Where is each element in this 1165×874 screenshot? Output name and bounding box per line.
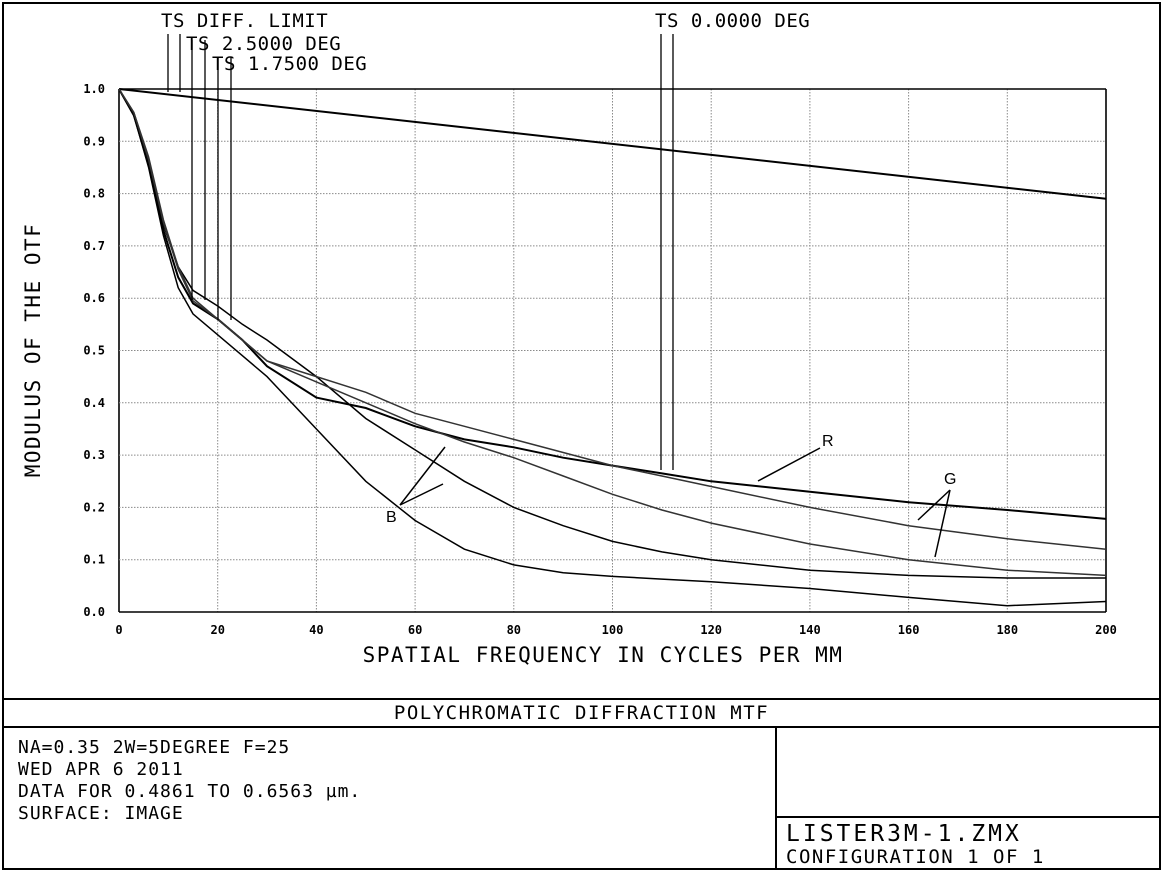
- y-tick-label: 0.0: [83, 605, 105, 619]
- x-tick-label: 140: [799, 623, 821, 637]
- grid: [118, 88, 1107, 613]
- file-name: LISTER3M-1.ZMX: [786, 821, 1022, 847]
- footer-divider-vertical: [775, 728, 777, 870]
- annotations: R G B: [386, 433, 956, 558]
- y-tick-label: 1.0: [83, 82, 105, 96]
- info-line-surface: SURFACE: IMAGE: [18, 803, 184, 824]
- x-tick-label: 180: [996, 623, 1018, 637]
- annotation-pointer: [934, 489, 951, 558]
- x-tick-label: 100: [602, 623, 624, 637]
- mtf-curve-0: [118, 88, 1107, 200]
- annotation-pointer: [917, 489, 951, 521]
- y-tick-label: 0.2: [83, 500, 105, 514]
- info-line-date: WED APR 6 2011: [18, 759, 184, 780]
- footer-divider-horizontal: [775, 816, 1161, 818]
- x-tick-label: 20: [210, 623, 224, 637]
- x-tick-label: 40: [309, 623, 323, 637]
- chart-title: POLYCHROMATIC DIFFRACTION MTF: [2, 698, 1161, 728]
- annotation-r: R: [822, 433, 834, 450]
- annotation-pointer: [757, 447, 821, 482]
- mtf-chart: 0 20 40 60 80 100 120 140 160 180 200 0.0 0.1 0.2 0.3 0…: [21, 10, 1117, 667]
- annotation-b: B: [386, 509, 397, 526]
- mtf-curve-4: [118, 88, 1107, 550]
- x-tick-label: 200: [1095, 623, 1117, 637]
- info-block: NA=0.35 2W=5DEGREE F=25 WED APR 6 2011 DAT…: [18, 737, 361, 825]
- mtf-curve-2: [118, 88, 1107, 607]
- annotation-pointer: [399, 483, 444, 506]
- y-tick-label: 0.3: [83, 448, 105, 462]
- x-axis-label: SPATIAL FREQUENCY IN CYCLES PER MM: [363, 643, 844, 667]
- mtf-curve-3: [118, 88, 1107, 520]
- x-tick-label: 80: [507, 623, 521, 637]
- mtf-curve-5: [118, 88, 1107, 577]
- tick-labels: 0 20 40 60 80 100 120 140 160 180 200 0.0 0.1 0.2 0.3 0…: [83, 82, 1117, 637]
- y-axis-label: MODULUS OF THE OTF: [21, 223, 45, 478]
- y-tick-label: 0.1: [83, 553, 105, 567]
- y-tick-label: 0.4: [83, 396, 105, 410]
- x-tick-label: 0: [115, 623, 122, 637]
- field-label-0: TS DIFF. LIMIT: [161, 10, 328, 32]
- x-tick-label: 160: [898, 623, 920, 637]
- curves: [118, 88, 1107, 607]
- field-label-3: TS 0.0000 DEG: [655, 10, 810, 32]
- info-line-na: NA=0.35 2W=5DEGREE F=25: [18, 737, 291, 758]
- x-tick-label: 120: [700, 623, 722, 637]
- field-label-2: TS 1.7500 DEG: [212, 53, 367, 75]
- field-label-1: TS 2.5000 DEG: [186, 33, 341, 55]
- configuration-label: CONFIGURATION 1 OF 1: [786, 846, 1045, 868]
- y-tick-label: 0.9: [83, 134, 105, 148]
- annotation-g: G: [944, 471, 956, 488]
- y-tick-label: 0.5: [83, 344, 105, 358]
- annotation-pointer: [399, 446, 446, 506]
- y-tick-label: 0.7: [83, 239, 105, 253]
- info-line-wavelength: DATA FOR 0.4861 TO 0.6563 µm.: [18, 781, 362, 802]
- x-tick-label: 60: [408, 623, 422, 637]
- y-tick-label: 0.8: [83, 187, 105, 201]
- y-tick-label: 0.6: [83, 291, 105, 305]
